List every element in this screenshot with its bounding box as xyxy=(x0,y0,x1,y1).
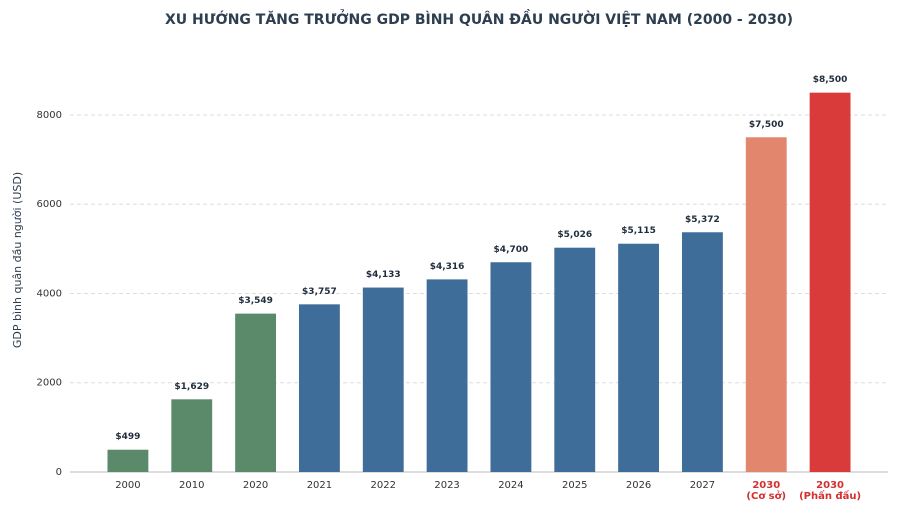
value-label: $5,372 xyxy=(685,215,720,225)
y-tick-label: 6000 xyxy=(37,199,62,210)
bar xyxy=(426,279,468,472)
value-label: $5,026 xyxy=(557,230,592,240)
value-label: $3,549 xyxy=(238,296,273,306)
y-tick-label: 8000 xyxy=(37,110,62,121)
x-tick-label: 2030 (Cơ sở) xyxy=(746,480,786,502)
bar xyxy=(235,313,277,472)
bar xyxy=(681,232,723,472)
value-label: $5,115 xyxy=(621,226,656,236)
bar xyxy=(107,449,149,472)
value-label: $499 xyxy=(115,432,140,442)
x-tick-label: 2025 xyxy=(562,480,587,491)
x-tick-label: 2000 xyxy=(115,480,140,491)
value-label: $4,700 xyxy=(494,245,529,255)
x-tick-label: 2030 (Phấn đấu) xyxy=(799,480,861,502)
bar xyxy=(362,287,404,472)
value-label: $8,500 xyxy=(813,75,848,85)
y-axis-label: GDP bình quân đầu người (USD) xyxy=(11,172,24,348)
value-label: $7,500 xyxy=(749,120,784,130)
x-tick-label: 2023 xyxy=(434,480,459,491)
y-tick-label: 4000 xyxy=(37,288,62,299)
bar xyxy=(809,92,851,473)
bar xyxy=(554,247,596,472)
bar xyxy=(298,304,340,472)
value-label: $1,629 xyxy=(174,382,209,392)
value-label: $4,316 xyxy=(430,262,465,272)
x-tick-label: 2022 xyxy=(371,480,396,491)
bar xyxy=(618,243,660,472)
x-tick-label: 2026 xyxy=(626,480,651,491)
x-tick-label: 2024 xyxy=(498,480,523,491)
x-tick-label: 2021 xyxy=(307,480,332,491)
bar xyxy=(745,137,787,473)
y-tick-label: 0 xyxy=(56,467,62,478)
y-tick-label: 2000 xyxy=(37,378,62,389)
value-label: $3,757 xyxy=(302,287,337,297)
bar xyxy=(490,262,532,472)
x-tick-label: 2027 xyxy=(690,480,715,491)
value-label: $4,133 xyxy=(366,270,401,280)
chart-title: XU HƯỚNG TĂNG TRƯỞNG GDP BÌNH QUÂN ĐẦU N… xyxy=(165,9,793,28)
x-tick-label: 2010 xyxy=(179,480,204,491)
x-tick-label: 2020 xyxy=(243,480,268,491)
bar xyxy=(171,399,213,472)
